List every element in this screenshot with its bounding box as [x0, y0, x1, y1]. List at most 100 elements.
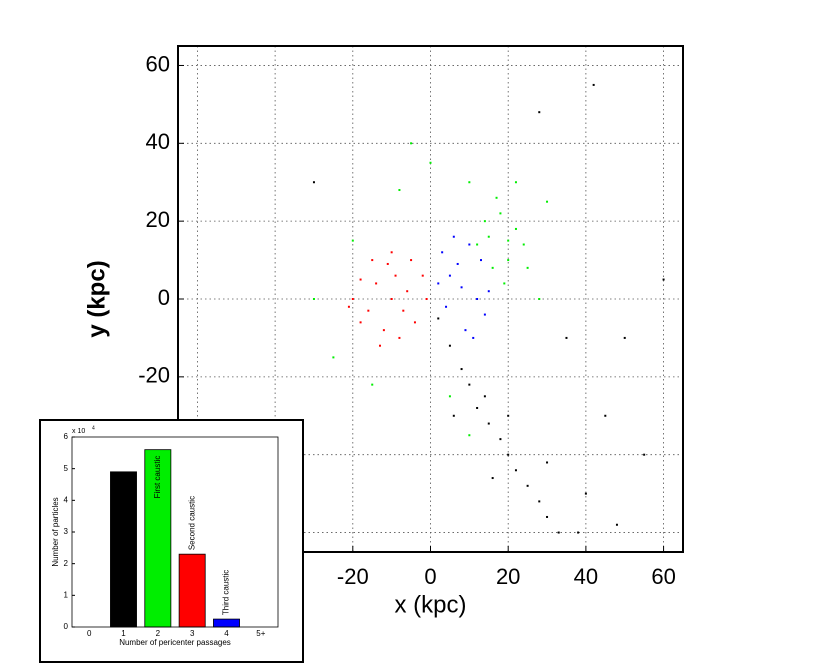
scatter-point — [464, 329, 467, 332]
scatter-point — [643, 453, 646, 456]
x-tick-label: 0 — [87, 629, 92, 638]
scatter-point — [448, 274, 451, 277]
scatter-point — [491, 266, 494, 269]
scatter-point — [662, 278, 665, 281]
scatter-point — [483, 313, 486, 316]
x-tick-label: 2 — [156, 629, 161, 638]
y-tick-label: 20 — [146, 207, 170, 232]
y-tick-label: 5 — [64, 464, 69, 473]
bar-label: Giant stream — [119, 478, 128, 524]
scatter-point — [538, 500, 541, 503]
bar — [178, 553, 206, 628]
y-tick-label: 3 — [64, 527, 69, 536]
scatter-point — [546, 461, 549, 464]
y-tick-label: 60 — [146, 51, 170, 76]
scatter-point — [452, 235, 455, 238]
scatter-point — [546, 200, 549, 203]
scatter-point — [437, 282, 440, 285]
scatter-point — [367, 309, 370, 312]
scatter-point — [615, 523, 618, 526]
scatter-point — [390, 298, 393, 300]
x-tick-label: 20 — [496, 564, 520, 589]
scatter-point — [312, 298, 315, 300]
x-tick-label: 1 — [121, 629, 126, 638]
scatter-point — [359, 278, 362, 281]
scatter-point — [468, 383, 471, 386]
bar-label: Third caustic — [222, 570, 231, 615]
scatter-point — [351, 239, 354, 242]
scatter-point — [421, 274, 424, 277]
scatter-point — [495, 196, 498, 199]
multiplier-exponent: 4 — [92, 425, 95, 431]
scatter-point — [483, 220, 486, 223]
scatter-point — [425, 298, 428, 300]
y-tick-label: 0 — [158, 285, 170, 310]
scatter-point — [476, 298, 479, 300]
bar — [144, 449, 172, 628]
x-tick-label: 5+ — [256, 629, 265, 638]
scatter-point — [491, 477, 494, 480]
x-axis-label: x (kpc) — [395, 591, 467, 618]
scatter-point — [468, 181, 471, 184]
scatter-point — [565, 336, 568, 339]
scatter-point — [480, 259, 482, 262]
scatter-point — [507, 414, 510, 417]
scatter-point — [507, 453, 510, 456]
scatter-point — [476, 406, 479, 409]
y-tick-label: 6 — [64, 432, 69, 441]
scatter-point — [503, 282, 506, 285]
x-tick-label: 4 — [224, 629, 229, 638]
scatter-point — [398, 336, 401, 339]
scatter-point — [351, 298, 354, 300]
scatter-point — [437, 317, 440, 320]
x-axis-label: Number of pericenter passages — [119, 638, 231, 647]
x-tick-label: 3 — [190, 629, 195, 638]
scatter-point — [402, 309, 405, 312]
scatter-point — [487, 235, 490, 238]
x-tick-label: 40 — [574, 564, 598, 589]
bar-label: First caustic — [153, 456, 162, 499]
y-tick-label: 0 — [64, 622, 69, 631]
scatter-point — [487, 290, 490, 293]
y-tick-label: -20 — [138, 363, 170, 388]
scatter-point — [483, 395, 486, 398]
scatter-point — [577, 531, 580, 534]
x-tick-label: -20 — [337, 564, 369, 589]
scatter-point — [379, 344, 381, 347]
scatter-point — [557, 531, 560, 534]
scatter-point — [448, 344, 451, 347]
scatter-point — [604, 414, 607, 417]
scatter-point — [472, 336, 475, 339]
scatter-point — [347, 305, 350, 308]
inset-axes — [71, 436, 279, 628]
scatter-point — [456, 262, 459, 265]
scatter-point — [448, 395, 451, 398]
inset-frame — [39, 419, 304, 663]
scatter-point — [394, 274, 397, 277]
bar — [213, 618, 240, 628]
scatter-point — [371, 383, 374, 386]
scatter-point — [499, 212, 502, 215]
plot-frame — [177, 45, 684, 553]
scatter-point — [522, 243, 525, 246]
scatter-point — [592, 83, 595, 86]
scatter-point — [429, 161, 432, 164]
scatter-point — [460, 286, 463, 289]
y-axis-label: Number of particles — [51, 497, 60, 566]
scatter-point — [514, 181, 517, 184]
multiplier: x 10 — [72, 428, 85, 435]
bar — [110, 471, 137, 628]
scatter-point — [514, 469, 517, 472]
scatter-point — [445, 305, 448, 308]
y-tick-label: 40 — [146, 129, 170, 154]
x-tick-label: 0 — [424, 564, 436, 589]
scatter-point — [371, 259, 374, 262]
scatter-point — [526, 266, 529, 269]
scatter-point — [390, 251, 393, 254]
scatter-point — [386, 262, 389, 265]
y-axis-label: y (kpc) — [83, 260, 110, 337]
scatter-point — [468, 434, 471, 437]
scatter-point — [538, 298, 541, 300]
scatter-point — [398, 189, 401, 192]
